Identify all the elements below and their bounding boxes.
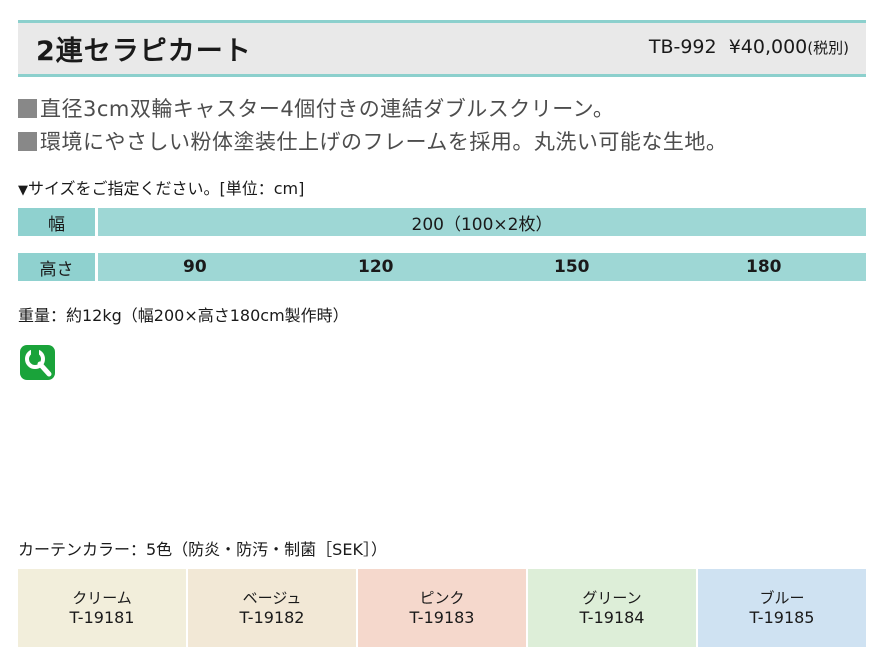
price: ¥40,000 bbox=[728, 36, 808, 58]
bullet-square-icon bbox=[18, 132, 37, 151]
swatch-name: クリーム bbox=[72, 589, 132, 607]
swatch-code: T-19185 bbox=[749, 608, 815, 627]
curtain-color-title: カーテンカラー：5色（防炎・防汚・制菌［SEK］） bbox=[18, 540, 387, 559]
height-label: 高さ bbox=[18, 253, 98, 281]
weight-note: 重量：約12kg（幅200×高さ180cm製作時） bbox=[18, 306, 349, 325]
height-value-2: 120 bbox=[358, 257, 394, 277]
feature-line-2: 環境にやさしい粉体塗装仕上げのフレームを採用。丸洗い可能な生地。 bbox=[18, 126, 727, 156]
curtain-swatches: クリーム T-19181 ベージュ T-19182 ピンク T-19183 グリ… bbox=[18, 569, 866, 647]
swatch-name: グリーン bbox=[582, 589, 642, 607]
swatch-beige: ベージュ T-19182 bbox=[188, 569, 358, 647]
width-row: 幅 200（100×2枚） bbox=[18, 208, 866, 236]
height-value-3: 150 bbox=[554, 257, 590, 277]
tax-note: (税別) bbox=[807, 39, 849, 57]
size-note-text: サイズをご指定ください。[単位：cm] bbox=[28, 179, 305, 198]
width-value: 200（100×2枚） bbox=[98, 208, 866, 236]
model-number: TB-992 bbox=[648, 36, 717, 58]
height-value-1: 90 bbox=[183, 257, 207, 277]
swatch-green: グリーン T-19184 bbox=[528, 569, 698, 647]
width-label: 幅 bbox=[18, 208, 98, 236]
title-rule bbox=[18, 74, 866, 77]
swatch-code: T-19181 bbox=[69, 608, 135, 627]
top-rule bbox=[18, 20, 866, 23]
height-row: 高さ 90 120 150 180 bbox=[18, 253, 866, 281]
swatch-name: ベージュ bbox=[242, 589, 302, 607]
bullet-square-icon bbox=[18, 99, 37, 118]
feature-text-2: 環境にやさしい粉体塗装仕上げのフレームを採用。丸洗い可能な生地。 bbox=[40, 130, 728, 154]
swatch-pink: ピンク T-19183 bbox=[358, 569, 528, 647]
wrench-icon bbox=[20, 345, 55, 380]
swatch-name: ピンク bbox=[419, 589, 465, 607]
swatch-code: T-19184 bbox=[579, 608, 645, 627]
swatch-code: T-19182 bbox=[239, 608, 305, 627]
title-bar bbox=[18, 23, 866, 74]
height-values: 90 120 150 180 bbox=[98, 253, 866, 281]
feature-text-1: 直径3cm双輪キャスター4個付きの連結ダブルスクリーン。 bbox=[40, 97, 615, 121]
product-name: 2連セラピカート bbox=[36, 36, 252, 67]
swatch-cream: クリーム T-19181 bbox=[18, 569, 188, 647]
swatch-blue: ブルー T-19185 bbox=[698, 569, 866, 647]
swatch-code: T-19183 bbox=[409, 608, 475, 627]
swatch-name: ブルー bbox=[759, 589, 805, 607]
triangle-down-icon: ▼ bbox=[18, 183, 28, 198]
price-info: TB-992 ¥40,000(税別) bbox=[649, 36, 849, 58]
height-value-4: 180 bbox=[746, 257, 782, 277]
feature-line-1: 直径3cm双輪キャスター4個付きの連結ダブルスクリーン。 bbox=[18, 93, 614, 123]
size-note: ▼サイズをご指定ください。[単位：cm] bbox=[18, 175, 304, 199]
